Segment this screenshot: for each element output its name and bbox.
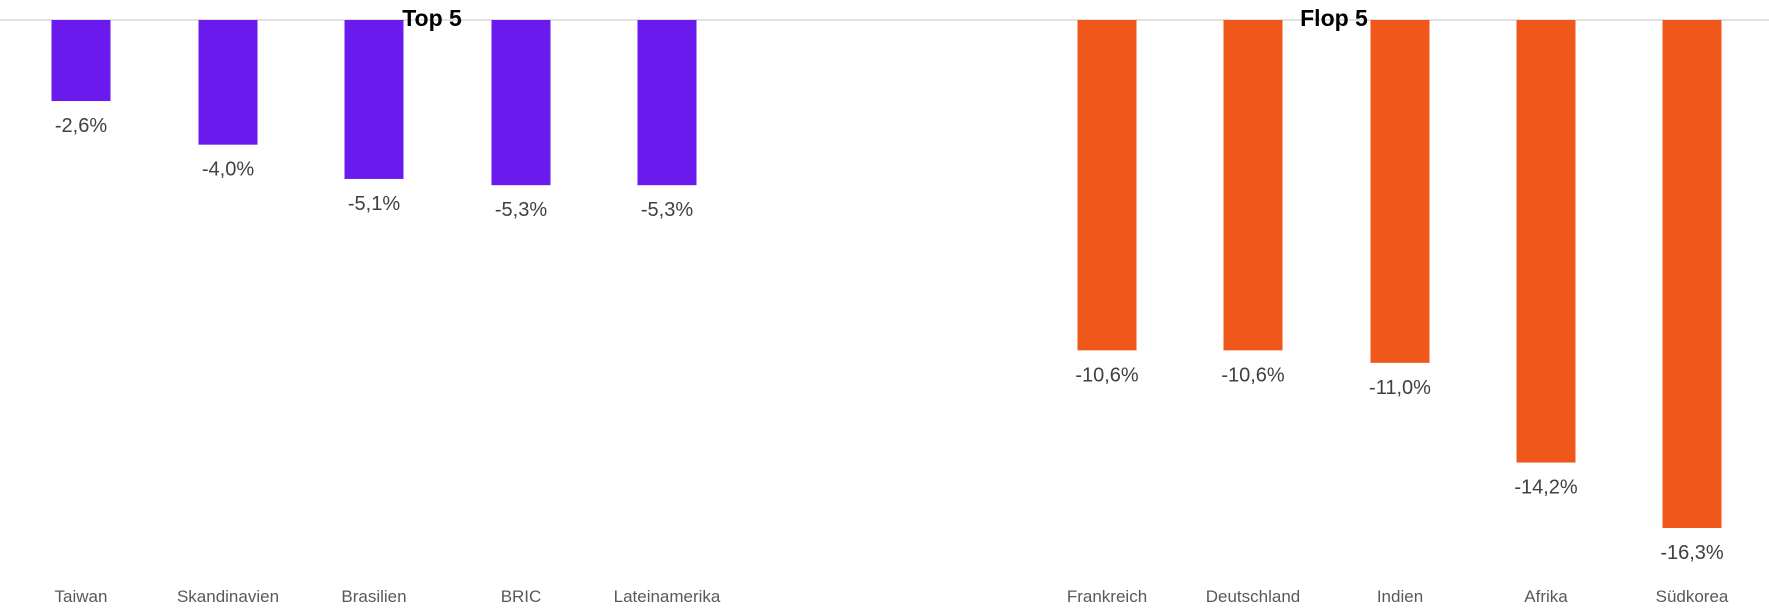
bar-indien	[1370, 20, 1430, 363]
data-label-deutschland: -10,6%	[1221, 364, 1285, 386]
category-label-indien: Indien	[1377, 587, 1423, 606]
group-title-0: Top 5	[402, 5, 462, 31]
category-label-afrika: Afrika	[1524, 587, 1568, 606]
data-label-taiwan: -2,6%	[55, 115, 107, 137]
category-label-brasilien: Brasilien	[341, 587, 406, 606]
bar-lateinamerika	[637, 20, 697, 186]
data-label-frankreich: -10,6%	[1075, 364, 1139, 386]
data-label-brasilien: -5,1%	[348, 193, 400, 215]
bar-taiwan	[51, 20, 111, 102]
data-label-indien: -11,0%	[1369, 377, 1431, 399]
bar-frankreich	[1077, 20, 1137, 351]
category-label-bric: BRIC	[501, 587, 542, 606]
category-label-lateinamerika: Lateinamerika	[614, 587, 721, 606]
bar-bric	[491, 20, 551, 186]
bar-brasilien	[344, 20, 404, 179]
data-label-skandinavien: -4,0%	[202, 159, 254, 181]
group-title-1: Flop 5	[1300, 5, 1368, 31]
data-label-lateinamerika: -5,3%	[641, 199, 693, 221]
category-label-s-dkorea: Südkorea	[1656, 587, 1729, 606]
bar-deutschland	[1223, 20, 1283, 351]
category-label-deutschland: Deutschland	[1206, 587, 1301, 606]
bar-skandinavien	[198, 20, 258, 145]
bar-afrika	[1516, 20, 1576, 463]
data-label-bric: -5,3%	[495, 199, 547, 221]
data-label-afrika: -14,2%	[1514, 477, 1578, 499]
category-label-taiwan: Taiwan	[55, 587, 108, 606]
category-label-skandinavien: Skandinavien	[177, 587, 279, 606]
data-label-s-dkorea: -16,3%	[1660, 542, 1724, 564]
category-label-frankreich: Frankreich	[1067, 587, 1147, 606]
bar-s-dkorea	[1662, 20, 1722, 528]
